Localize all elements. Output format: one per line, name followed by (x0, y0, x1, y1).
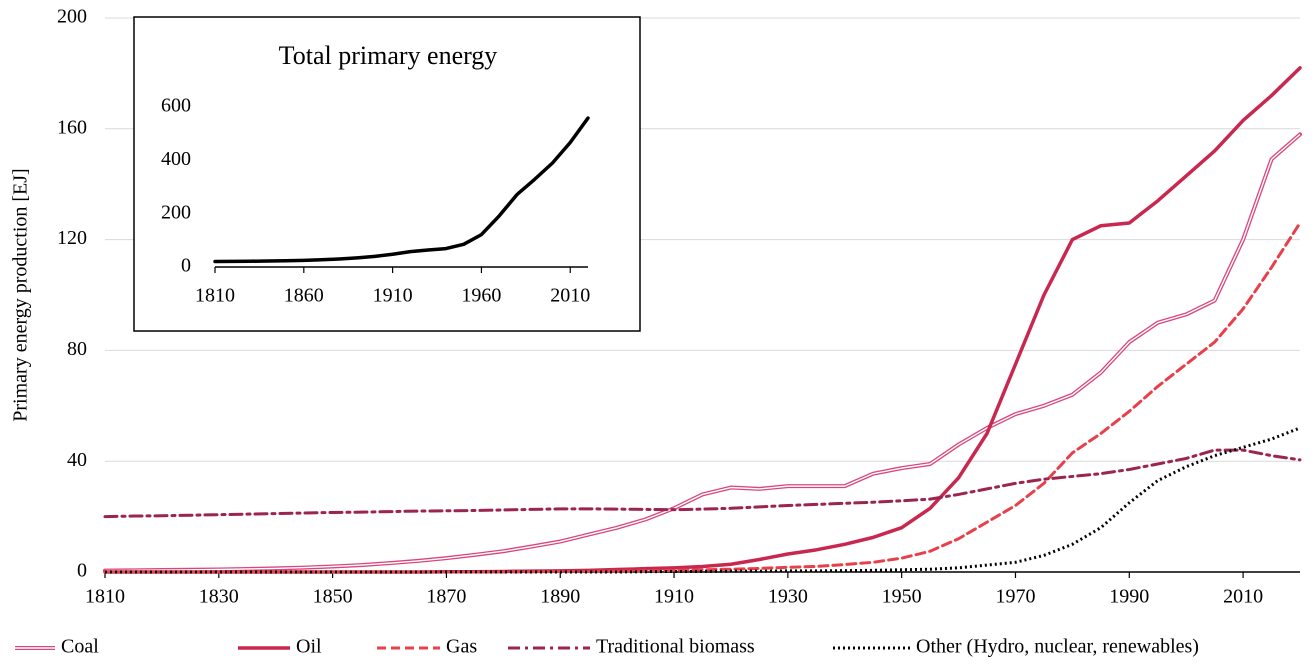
legend-label: Coal (61, 636, 99, 658)
series-line (105, 426, 1301, 574)
tick-label: 1930 (768, 586, 808, 608)
y-axis-label: Primary energy production [EJ] (10, 168, 32, 421)
series-line-inner (104, 133, 1301, 572)
tick-label: 1810 (195, 285, 235, 307)
tick-label: 2010 (1223, 586, 1263, 608)
tick-label: 200 (161, 201, 191, 223)
tick-label: 1890 (540, 586, 580, 608)
tick-label: 1960 (461, 285, 501, 307)
tick-label: 1860 (284, 285, 324, 307)
tick-label: 400 (161, 148, 191, 170)
legend-label: Traditional biomass (596, 636, 755, 658)
tick-label: 1870 (426, 586, 466, 608)
series-line (213, 116, 590, 264)
inset-title: Total primary energy (279, 41, 498, 70)
tick-label: 120 (57, 227, 87, 249)
legend-label: Gas (446, 636, 477, 658)
tick-label: 40 (67, 449, 87, 471)
legend-label: Oil (296, 636, 322, 658)
tick-label: 200 (57, 6, 87, 28)
tick-label: 1910 (373, 285, 413, 307)
tick-label: 1970 (995, 586, 1035, 608)
tick-label: 1990 (1109, 586, 1149, 608)
tick-label: 1810 (85, 586, 125, 608)
series-line (103, 448, 1302, 519)
tick-label: 80 (67, 338, 87, 360)
tick-label: 160 (57, 116, 87, 138)
tick-label: 1850 (313, 586, 353, 608)
tick-label: 1910 (654, 586, 694, 608)
tick-label: 2010 (550, 285, 590, 307)
tick-label: 600 (161, 95, 191, 117)
tick-label: 0 (77, 560, 87, 582)
tick-label: 1950 (882, 586, 922, 608)
tick-label: 1830 (199, 586, 239, 608)
series-line (103, 221, 1302, 574)
tick-label: 0 (181, 255, 191, 277)
legend-label: Other (Hydro, nuclear, renewables) (916, 636, 1199, 658)
inset-frame (133, 16, 641, 332)
